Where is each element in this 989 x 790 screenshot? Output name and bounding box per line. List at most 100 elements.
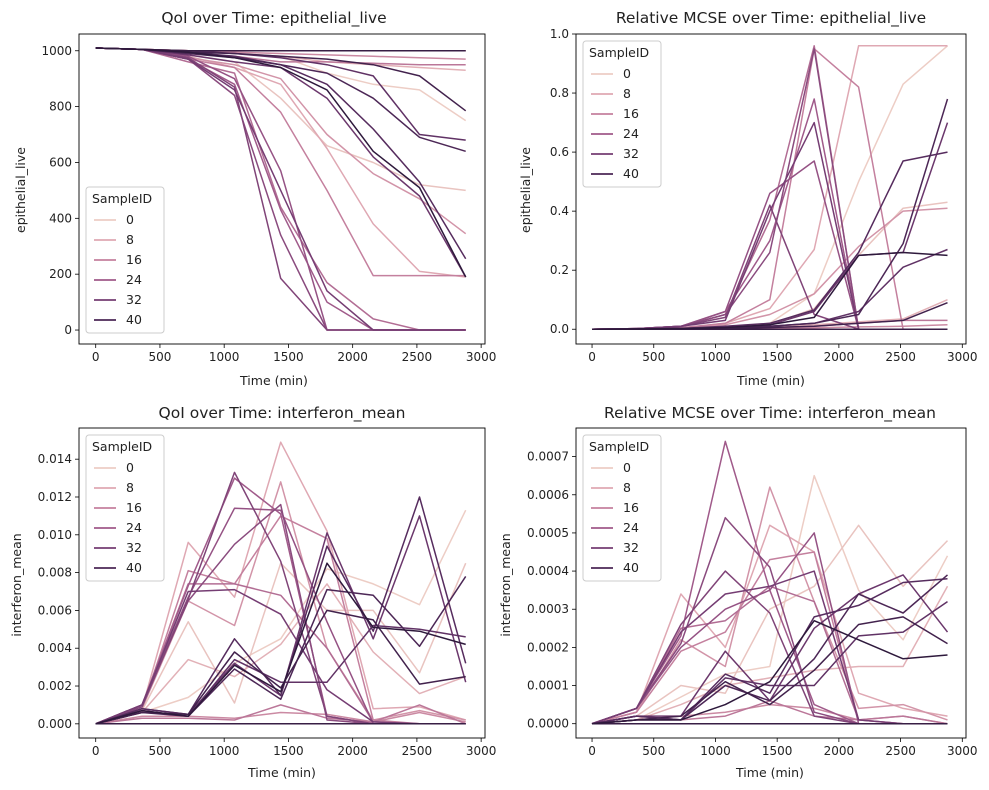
y-tick-label: 0.6 (550, 145, 569, 159)
y-tick-label: 0.0007 (527, 450, 569, 464)
x-tick-label: 3000 (466, 350, 497, 364)
chart-panel-qoi-epithelial-live: QoI over Time: epithelial_live Time (min… (0, 0, 497, 395)
y-tick-label: 0.008 (38, 566, 72, 580)
chart-title: QoI over Time: epithelial_live (161, 9, 386, 28)
legend-title: SampleID (92, 439, 152, 454)
x-tick-label: 2000 (337, 744, 368, 758)
series-line (591, 577, 948, 725)
series-line (591, 204, 948, 330)
x-axis-label: Time (min) (247, 765, 316, 780)
series-line (95, 588, 466, 725)
series-line (95, 583, 466, 725)
y-tick-label: 1.0 (550, 27, 569, 41)
x-tick-label: 0 (92, 744, 100, 758)
y-tick-label: 600 (49, 155, 72, 169)
y-tick-label: 0.0002 (527, 640, 569, 654)
series-line (95, 711, 466, 725)
y-tick-label: 0.0006 (527, 488, 569, 502)
x-tick-label: 1500 (762, 744, 793, 758)
chart-panel-qoi-interferon-mean: QoI over Time: interferon_mean Time (min… (0, 395, 496, 790)
series-line (591, 207, 948, 330)
y-axis-label: epithelial_live (518, 147, 533, 233)
legend-label: 0 (126, 212, 134, 227)
chart-title: QoI over Time: interferon_mean (159, 404, 406, 423)
series-line (591, 474, 949, 725)
y-axis: 0.000 0.002 0.004 0.006 0.008 0.010 0.012 0.014 (38, 452, 79, 731)
x-tick-label: 0 (588, 350, 596, 364)
series-lines (95, 441, 467, 725)
x-tick-label: 1500 (762, 350, 793, 364)
legend-label: 16 (623, 106, 639, 121)
series-line (95, 47, 467, 278)
x-tick-label: 500 (148, 350, 171, 364)
x-tick-label: 1000 (700, 350, 731, 364)
y-tick-label: 0.014 (38, 452, 72, 466)
y-tick-label: 0.0004 (527, 564, 569, 578)
x-tick-label: 2000 (824, 350, 855, 364)
legend-title: SampleID (92, 191, 152, 206)
y-tick-label: 0.4 (550, 204, 569, 218)
y-axis: 0.0000 0.0001 0.0002 0.0003 0.0004 0.0005 0.00… (527, 450, 576, 731)
legend: SampleID 0 8 16 24 32 40 (582, 434, 662, 582)
series-line (95, 704, 466, 725)
chart-panel-mcse-epithelial-live: Relative MCSE over Time: epithelial_live… (494, 0, 989, 395)
legend-label: 32 (126, 292, 142, 307)
y-tick-label: 0.006 (38, 603, 72, 617)
legend-box (582, 434, 662, 582)
y-tick-label: 0.0 (550, 322, 569, 336)
plot-frame (575, 33, 967, 345)
legend-label: 8 (126, 480, 134, 495)
series-lines (95, 47, 467, 331)
legend-box (85, 186, 165, 334)
x-tick-label: 3000 (947, 350, 978, 364)
y-tick-label: 0.010 (38, 528, 72, 542)
x-tick-label: 1500 (273, 744, 304, 758)
series-line (591, 248, 948, 330)
x-axis-label: Time (min) (736, 373, 805, 388)
legend: SampleID 0 8 16 24 32 40 (85, 434, 165, 582)
y-tick-label: 0.0001 (527, 679, 569, 693)
x-tick-label: 2500 (885, 744, 916, 758)
chart-title: Relative MCSE over Time: interferon_mean (604, 404, 936, 423)
legend-label: 24 (623, 520, 639, 535)
legend-label: 16 (623, 500, 639, 515)
series-line (591, 251, 948, 330)
legend-label: 0 (126, 460, 134, 475)
y-tick-label: 0.002 (38, 679, 72, 693)
legend-label: 16 (126, 500, 142, 515)
y-tick-label: 800 (49, 100, 72, 114)
x-axis: 0 500 1000 1500 2000 2500 3000 (92, 738, 496, 758)
y-tick-label: 0.2 (550, 263, 569, 277)
series-line (591, 524, 949, 725)
chart-svg: QoI over Time: epithelial_live Time (min… (13, 9, 497, 388)
x-tick-label: 2500 (885, 350, 916, 364)
x-tick-label: 2000 (337, 350, 368, 364)
x-tick-label: 1000 (700, 744, 731, 758)
y-tick-label: 0.000 (38, 717, 72, 731)
legend-label: 0 (623, 460, 631, 475)
series-line (95, 47, 466, 331)
x-axis: 0 500 1000 1500 2000 2500 3000 (588, 738, 978, 758)
x-tick-label: 500 (642, 744, 665, 758)
y-axis-label: epithelial_live (13, 147, 28, 233)
legend-label: 8 (623, 86, 631, 101)
plot-frame (575, 427, 967, 739)
series-line (95, 47, 466, 153)
x-tick-label: 2500 (402, 744, 433, 758)
legend-label: 8 (623, 480, 631, 495)
x-tick-label: 2000 (824, 744, 855, 758)
legend-label: 40 (623, 560, 639, 575)
x-tick-label: 0 (92, 350, 100, 364)
y-axis: 0.0 0.2 0.4 0.6 0.8 1.0 (550, 27, 576, 336)
legend-title: SampleID (589, 45, 649, 60)
chart-panel-mcse-interferon-mean: Relative MCSE over Time: interferon_mean… (494, 395, 989, 790)
legend-title: SampleID (589, 439, 649, 454)
y-tick-label: 0.0000 (527, 717, 569, 731)
chart-svg: Relative MCSE over Time: interferon_mean… (498, 404, 978, 780)
legend-label: 24 (126, 520, 142, 535)
x-tick-label: 1000 (209, 350, 240, 364)
x-tick-label: 500 (642, 350, 665, 364)
x-axis-label: Time (min) (239, 373, 308, 388)
x-tick-label: 3000 (947, 744, 978, 758)
